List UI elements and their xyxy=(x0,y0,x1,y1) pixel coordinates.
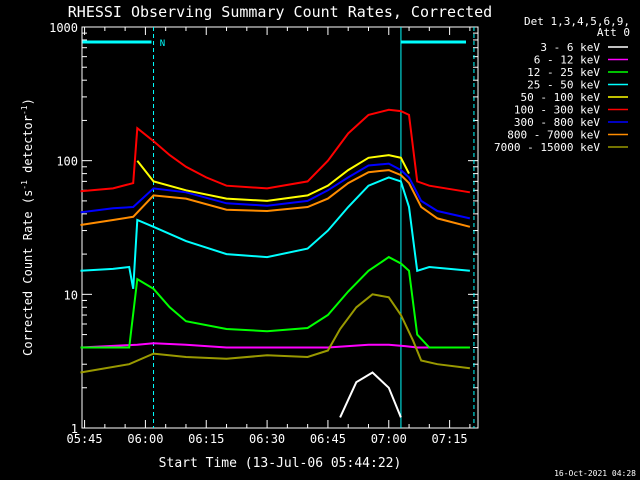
y-tick-label: 1 xyxy=(71,422,78,436)
series-line-1 xyxy=(80,342,470,349)
x-tick-label: 06:15 xyxy=(188,432,224,446)
x-tick-label: 05:45 xyxy=(67,432,103,446)
footer-timestamp: 16-Oct-2021 04:28 xyxy=(554,469,636,478)
legend-header-line: Att 0 xyxy=(597,26,630,39)
legend-entry-label: 7000 - 15000 keV xyxy=(494,141,600,154)
legend-header-line: Det 1,3,4,5,6,9, xyxy=(524,15,630,28)
y-tick-label: 10 xyxy=(64,288,78,302)
night-flag-label: N xyxy=(160,39,165,49)
series-line-4 xyxy=(136,154,410,202)
y-tick-label: 1000 xyxy=(49,21,78,35)
series-line-6 xyxy=(80,162,471,220)
x-axis-label: Start Time (13-Jul-06 05:44:22) xyxy=(159,456,402,471)
chart-title: RHESSI Observing Summary Count Rates, Co… xyxy=(68,3,492,21)
series-line-3 xyxy=(80,176,470,289)
legend-entry-label: 50 - 100 keV xyxy=(521,91,601,104)
legend-entry-label: 6 - 12 keV xyxy=(534,54,601,67)
legend-entry-label: 25 - 50 keV xyxy=(527,79,600,92)
legend-entry-label: 3 - 6 keV xyxy=(540,41,600,54)
y-axis-label: Corrected Count Rate (s-1 detector-1) xyxy=(20,98,35,356)
x-tick-label: 07:15 xyxy=(432,432,468,446)
y-axis-label-part2: detector xyxy=(21,115,35,180)
legend-entry-label: 800 - 7000 keV xyxy=(507,129,600,142)
plot-area: 05:45 06:00 06:15 06:30 06:45 07:00 07:15 1 10 10… xyxy=(49,21,479,446)
series-line-2 xyxy=(80,255,470,349)
x-tick-label: 06:45 xyxy=(310,432,346,446)
y-axis-label-part1: Corrected Count Rate (s xyxy=(21,190,35,356)
series-line-7 xyxy=(80,169,471,228)
y-axis-label-part3: ) xyxy=(21,98,35,105)
legend-entry-label: 100 - 300 keV xyxy=(514,104,600,117)
legend-entry-label: 12 - 25 keV xyxy=(527,66,600,79)
series-line-0 xyxy=(339,371,402,418)
x-tick-label: 07:00 xyxy=(371,432,407,446)
x-tick-label: 06:00 xyxy=(127,432,163,446)
series-line-8 xyxy=(80,293,471,374)
y-axis-label-sup1: -1 xyxy=(20,180,29,190)
series-group xyxy=(80,108,471,418)
x-tick-label: 06:30 xyxy=(249,432,285,446)
plot-frame xyxy=(81,26,479,429)
legend-entry-label: 300 - 800 keV xyxy=(514,116,600,129)
y-tick-label: 100 xyxy=(56,155,78,169)
series-line-5 xyxy=(80,108,471,194)
y-axis-label-sup2: -1 xyxy=(20,105,29,115)
